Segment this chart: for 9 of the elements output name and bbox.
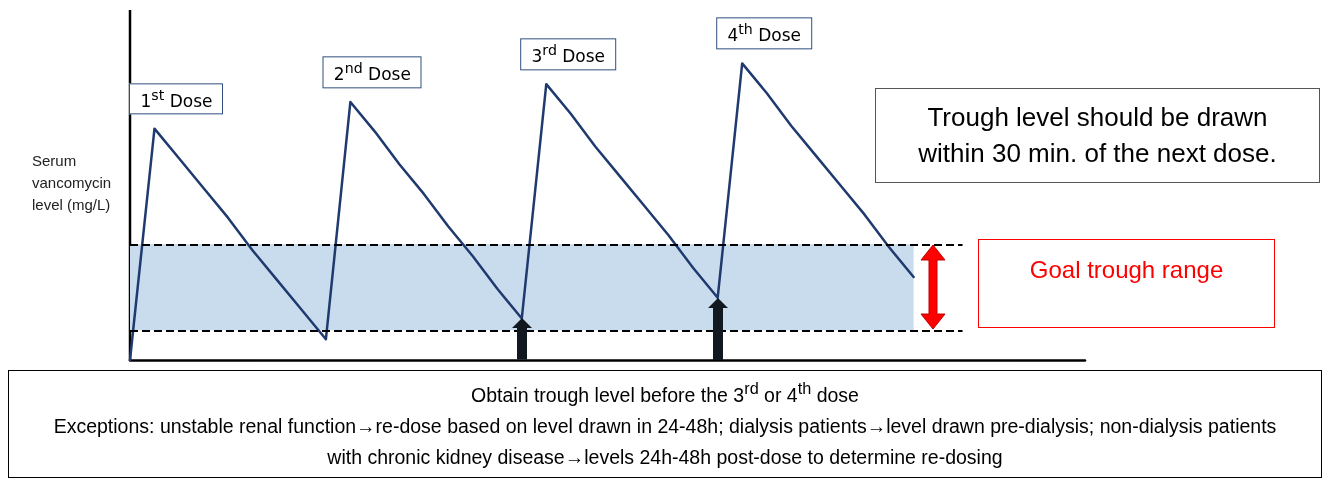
- callout-box: Trough level should be drawn within 30 min. of the next dose.: [875, 88, 1320, 183]
- text: Obtain trough level before the 3$^{rd}$ or 4$^{th}$ dose: [470, 378, 860, 408]
- callout-box: Goal trough range: [978, 239, 1275, 329]
- text: 4$^{th}$ Dose: [716, 17, 812, 50]
- annotation: 3$^{rd}$ Dose: [520, 38, 617, 71]
- y-axis-title: Serum vancomycin level (mg/L): [32, 151, 113, 215]
- annotation: 1$^{st}$ Dose: [129, 82, 224, 115]
- text: Exceptions: unstable renal function→re-dose based on level drawn in 24-48h; dialysis patients→level drawn pre-dialysis; non-dialysis patients with chronic kidney disease→levels 24h-48h post-dose to determine re-dosing: [52, 413, 1278, 470]
- annotation: 2$^{nd}$ Dose: [322, 56, 422, 88]
